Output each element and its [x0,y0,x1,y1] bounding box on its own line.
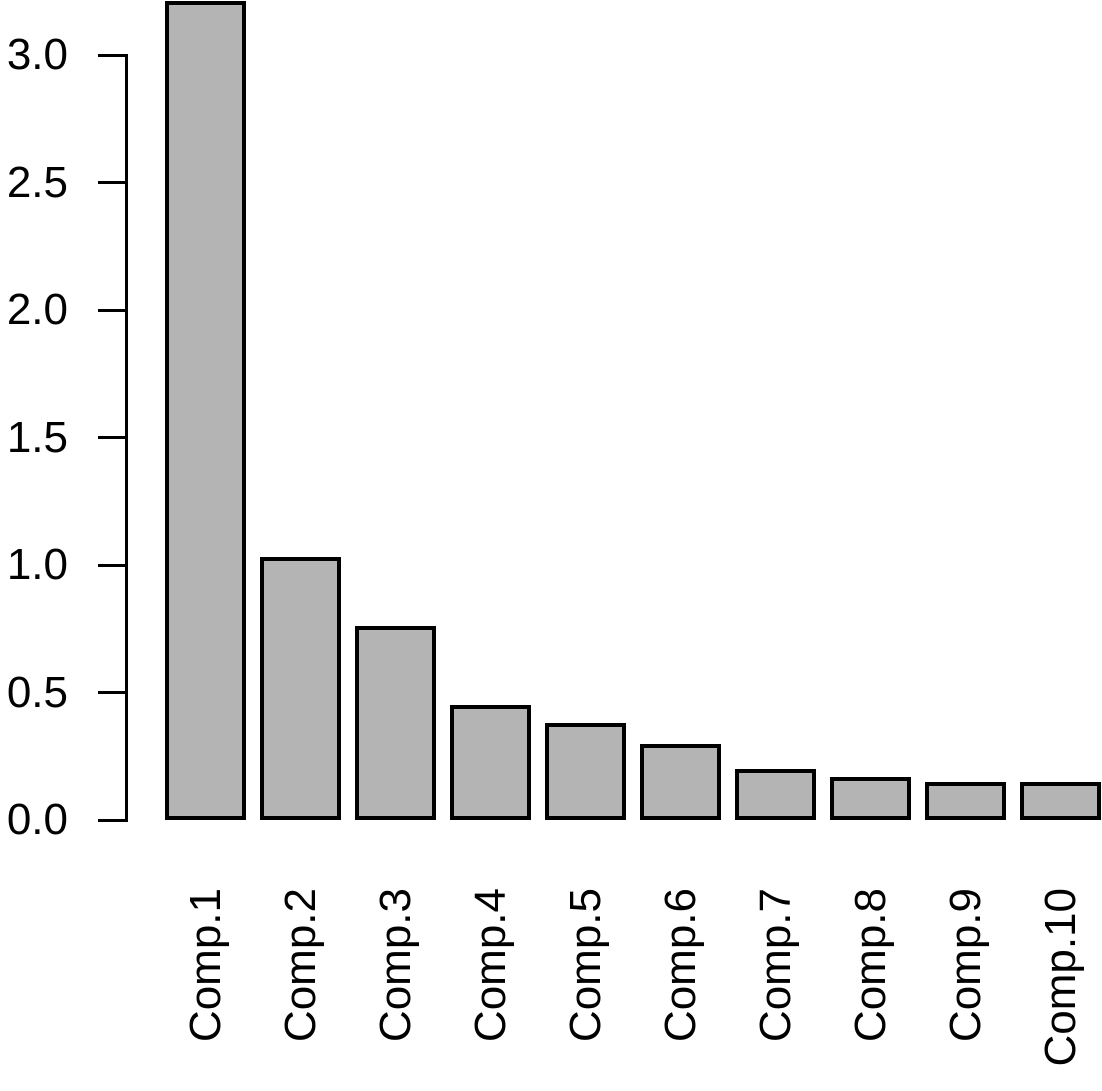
bar-comp-6 [640,743,721,820]
x-tick-label-comp-3: Comp.3 [370,888,420,1043]
y-tick-mark [98,308,128,312]
y-tick-mark [98,818,128,822]
bar-comp-4 [450,705,531,820]
y-tick-mark [98,436,128,439]
y-tick-label: 0.0 [6,795,68,844]
bar-comp-9 [925,781,1006,820]
y-tick-label: 1.0 [6,540,68,589]
x-tick-label-comp-10: Comp.10 [1035,888,1085,1067]
bar-comp-5 [545,723,626,820]
x-tick-label-comp-8: Comp.8 [845,888,895,1043]
y-tick-label: 0.5 [6,667,68,717]
y-tick-mark [98,53,128,57]
y-tick-label: 2.0 [6,285,68,334]
bar-comp-1 [165,1,246,820]
y-tick-mark [98,563,128,567]
x-tick-label-comp-9: Comp.9 [940,888,990,1043]
bar-comp-2 [260,557,341,820]
y-tick-label: 2.5 [6,157,68,207]
bar-comp-3 [355,626,436,820]
x-tick-label-comp-4: Comp.4 [465,888,515,1043]
bar-comp-10 [1020,781,1101,820]
y-tick-mark [98,181,128,184]
y-tick-label: 3.0 [6,30,68,79]
x-tick-label-comp-5: Comp.5 [560,888,610,1043]
bar-comp-7 [735,769,816,820]
x-tick-label-comp-1: Comp.1 [180,888,230,1043]
x-tick-label-comp-7: Comp.7 [750,888,800,1043]
y-tick-mark [98,691,128,694]
bar-comp-8 [830,776,911,820]
y-tick-label: 1.5 [6,412,68,462]
x-tick-label-comp-2: Comp.2 [275,888,325,1043]
x-tick-label-comp-6: Comp.6 [655,888,705,1043]
